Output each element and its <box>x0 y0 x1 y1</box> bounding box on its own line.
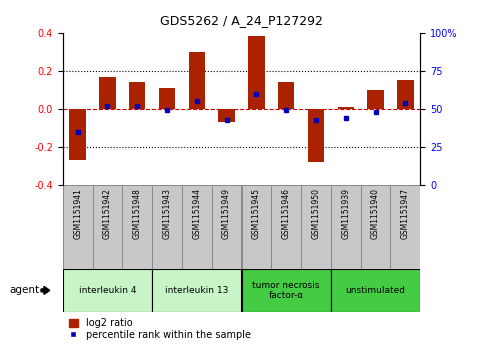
Bar <box>152 185 182 269</box>
Bar <box>93 185 122 269</box>
Bar <box>242 269 331 312</box>
Text: GSM1151947: GSM1151947 <box>401 188 410 238</box>
Bar <box>152 269 242 312</box>
Bar <box>129 82 145 109</box>
Text: GSM1151949: GSM1151949 <box>222 188 231 238</box>
Bar <box>182 185 212 269</box>
Text: GSM1151942: GSM1151942 <box>103 188 112 238</box>
Text: GSM1151946: GSM1151946 <box>282 188 291 238</box>
Bar <box>278 82 294 109</box>
Bar <box>159 88 175 109</box>
Bar <box>301 185 331 269</box>
Bar <box>212 185 242 269</box>
Text: interleukin 4: interleukin 4 <box>79 286 136 295</box>
Bar <box>368 90 384 109</box>
Bar <box>63 185 93 269</box>
Text: unstimulated: unstimulated <box>345 286 406 295</box>
Bar <box>361 185 390 269</box>
Text: GSM1151950: GSM1151950 <box>312 188 320 238</box>
Bar <box>308 109 324 162</box>
Text: GSM1151940: GSM1151940 <box>371 188 380 238</box>
Bar <box>390 185 420 269</box>
Bar <box>63 269 152 312</box>
Text: agent: agent <box>10 285 40 295</box>
Bar <box>242 185 271 269</box>
Bar <box>271 185 301 269</box>
Text: GDS5262 / A_24_P127292: GDS5262 / A_24_P127292 <box>160 14 323 27</box>
Bar <box>122 185 152 269</box>
Bar <box>70 109 86 160</box>
Text: GSM1151939: GSM1151939 <box>341 188 350 238</box>
Bar <box>397 80 413 109</box>
Bar <box>331 269 420 312</box>
Text: GSM1151948: GSM1151948 <box>133 188 142 238</box>
Text: GSM1151944: GSM1151944 <box>192 188 201 238</box>
Bar <box>99 77 115 109</box>
Bar <box>248 36 265 109</box>
Bar <box>331 185 361 269</box>
Legend: log2 ratio, percentile rank within the sample: log2 ratio, percentile rank within the s… <box>68 317 252 341</box>
Text: tumor necrosis
factor-α: tumor necrosis factor-α <box>253 281 320 300</box>
Text: GSM1151943: GSM1151943 <box>163 188 171 238</box>
Bar <box>189 52 205 109</box>
Text: interleukin 13: interleukin 13 <box>165 286 228 295</box>
Bar <box>218 109 235 122</box>
Text: GSM1151945: GSM1151945 <box>252 188 261 238</box>
Bar <box>338 107 354 109</box>
Text: GSM1151941: GSM1151941 <box>73 188 82 238</box>
